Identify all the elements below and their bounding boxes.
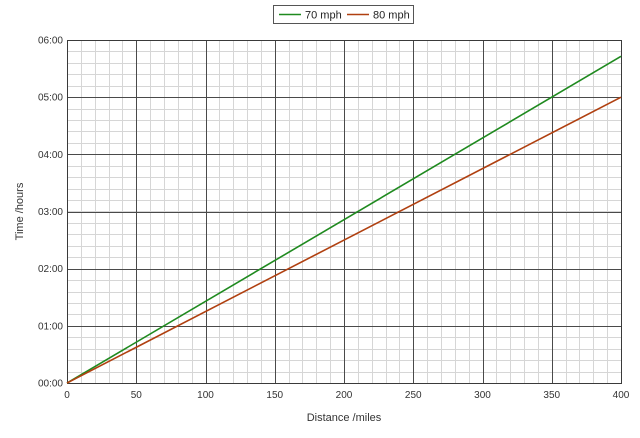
x-tick-label: 0 (64, 390, 70, 401)
y-tick-labels: 00:00 01:00 02:00 03:00 04:00 05:00 06:00 (38, 36, 63, 390)
x-tick-label: 50 (131, 390, 143, 401)
x-tick-label: 150 (266, 390, 283, 401)
x-tick-label: 350 (543, 390, 560, 401)
legend: 70 mph 80 mph (273, 5, 414, 24)
plot-frame (67, 40, 622, 384)
x-axis-title: Distance /miles (307, 412, 382, 424)
plot-border (67, 40, 622, 384)
legend-box (273, 5, 414, 24)
x-tick-label: 250 (405, 390, 422, 401)
y-tick-label: 04:00 (38, 150, 63, 161)
legend-label: 70 mph (305, 10, 342, 22)
legend-label: 80 mph (373, 10, 410, 22)
series-line (66, 55, 622, 384)
y-tick-label: 06:00 (38, 36, 63, 47)
x-tick-label: 100 (197, 390, 214, 401)
y-tick-label: 00:00 (38, 379, 63, 390)
x-tick-label: 400 (613, 390, 630, 401)
x-tick-label: 300 (474, 390, 491, 401)
x-tick-label: 200 (336, 390, 353, 401)
series-lines (66, 55, 622, 384)
y-tick-label: 05:00 (38, 93, 63, 104)
series-line (66, 96, 622, 384)
x-tick-labels: 0 50 100 150 200 250 300 350 400 (64, 390, 630, 401)
y-tick-label: 01:00 (38, 321, 63, 332)
y-tick-label: 02:00 (38, 264, 63, 275)
y-tick-label: 03:00 (38, 207, 63, 218)
y-axis-title: Time /hours (14, 182, 26, 240)
